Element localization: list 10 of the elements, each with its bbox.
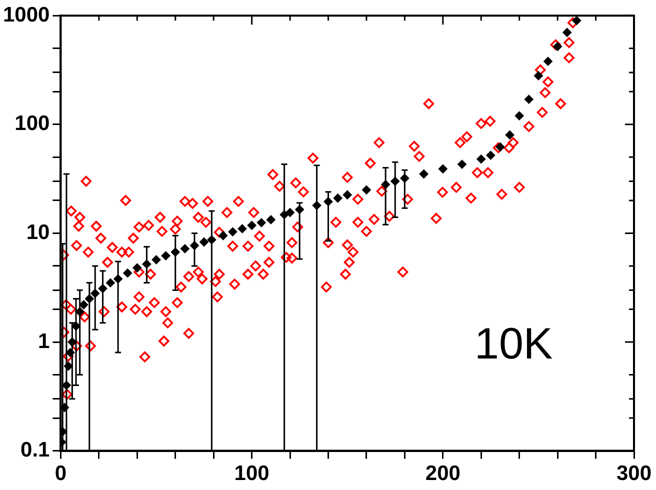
x-tick-label: 100 [234,462,270,486]
y-tick-label: 1000 [3,3,50,26]
y-tick-label: 0.1 [20,438,50,462]
x-tick-label: 300 [616,462,652,486]
y-tick-label: 100 [14,112,50,136]
y-tick-label: 1 [38,330,50,353]
x-tick-label: 0 [54,462,67,486]
x-tick-label: 200 [425,462,460,486]
y-tick-label: 10 [26,220,50,244]
annotation: 10K [474,319,553,368]
